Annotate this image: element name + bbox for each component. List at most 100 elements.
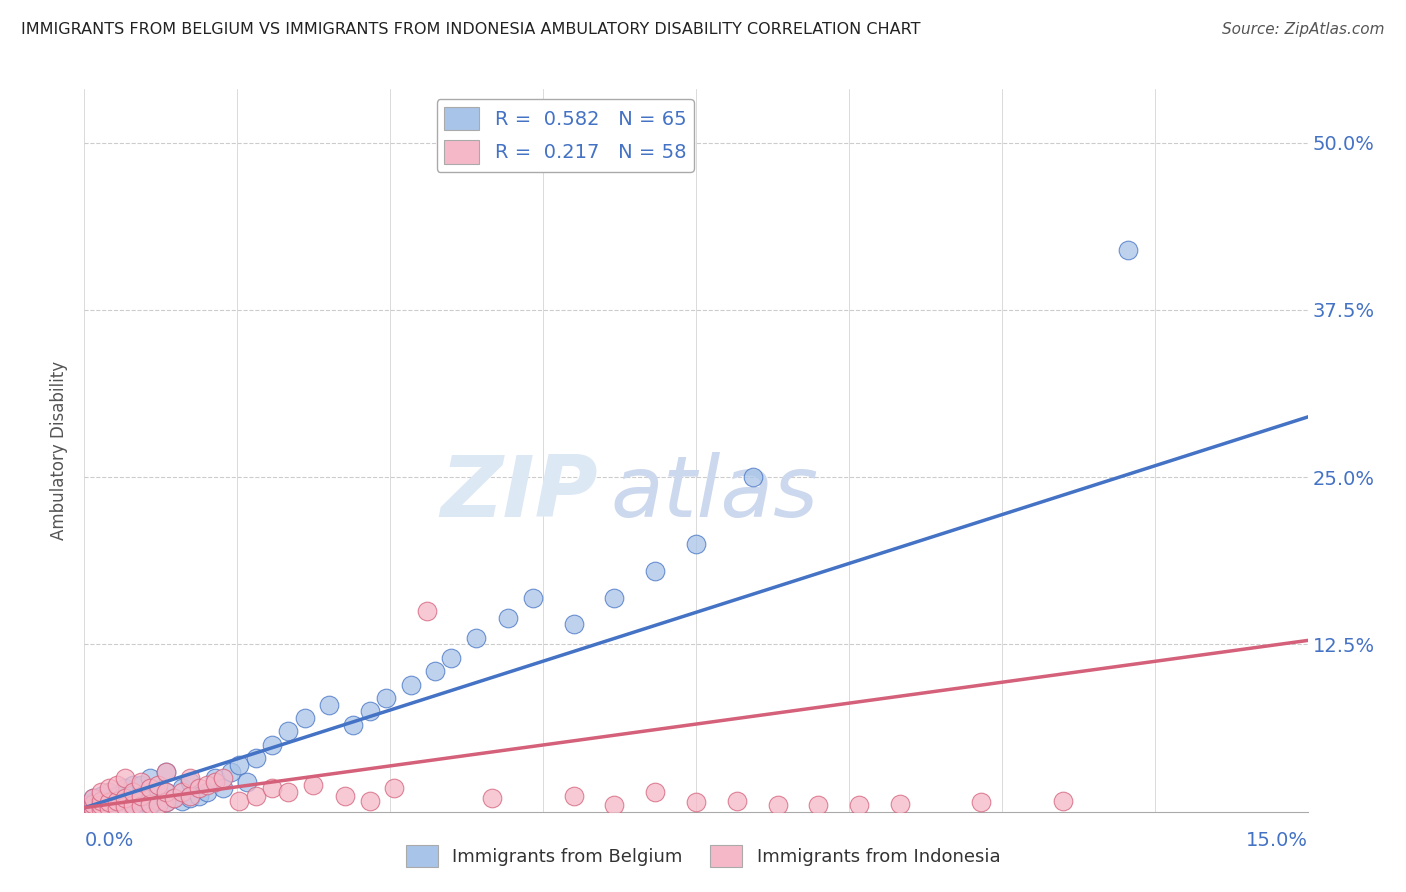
Point bbox=[603, 798, 626, 813]
Point bbox=[82, 804, 104, 818]
Point bbox=[97, 794, 120, 808]
Point bbox=[889, 797, 911, 811]
Point bbox=[114, 799, 136, 814]
Point bbox=[277, 785, 299, 799]
Point bbox=[105, 794, 128, 808]
Point bbox=[163, 791, 186, 805]
Point bbox=[155, 796, 177, 810]
Legend: Immigrants from Belgium, Immigrants from Indonesia: Immigrants from Belgium, Immigrants from… bbox=[398, 838, 1008, 874]
Point bbox=[105, 796, 128, 810]
Text: Source: ZipAtlas.com: Source: ZipAtlas.com bbox=[1222, 22, 1385, 37]
Point bbox=[138, 798, 160, 813]
Point bbox=[187, 789, 209, 803]
Point bbox=[187, 780, 209, 795]
Point bbox=[970, 796, 993, 810]
Point bbox=[138, 780, 160, 795]
Point bbox=[131, 778, 153, 792]
Point bbox=[138, 789, 160, 803]
Point bbox=[603, 591, 626, 605]
Point bbox=[131, 794, 153, 808]
Point bbox=[212, 780, 235, 795]
Point bbox=[90, 799, 112, 814]
Point bbox=[105, 801, 128, 815]
Point bbox=[522, 591, 544, 605]
Point bbox=[97, 802, 120, 816]
Point bbox=[114, 780, 136, 795]
Point bbox=[1116, 243, 1139, 257]
Point bbox=[114, 771, 136, 786]
Point bbox=[90, 802, 112, 816]
Point bbox=[195, 778, 218, 792]
Point bbox=[228, 794, 250, 808]
Point bbox=[90, 798, 112, 813]
Point bbox=[122, 798, 145, 813]
Point bbox=[82, 791, 104, 805]
Point bbox=[90, 794, 112, 808]
Point bbox=[212, 771, 235, 786]
Point bbox=[155, 764, 177, 779]
Point bbox=[114, 799, 136, 814]
Point bbox=[685, 796, 707, 810]
Point bbox=[114, 791, 136, 805]
Point bbox=[97, 785, 120, 799]
Point bbox=[375, 690, 398, 705]
Point bbox=[179, 789, 201, 803]
Text: atlas: atlas bbox=[610, 452, 818, 535]
Point bbox=[122, 778, 145, 792]
Point bbox=[179, 791, 201, 805]
Point bbox=[742, 470, 765, 484]
Point bbox=[399, 678, 422, 692]
Point bbox=[644, 785, 666, 799]
Point bbox=[146, 794, 169, 808]
Point bbox=[236, 775, 259, 789]
Point bbox=[90, 804, 112, 818]
Point bbox=[725, 794, 748, 808]
Point bbox=[146, 798, 169, 813]
Point bbox=[146, 785, 169, 799]
Point bbox=[481, 791, 503, 805]
Point bbox=[766, 798, 789, 813]
Point bbox=[644, 564, 666, 578]
Point bbox=[122, 791, 145, 805]
Point bbox=[359, 794, 381, 808]
Point bbox=[105, 801, 128, 815]
Point bbox=[82, 801, 104, 815]
Text: 15.0%: 15.0% bbox=[1246, 831, 1308, 850]
Point bbox=[105, 789, 128, 803]
Point bbox=[294, 711, 316, 725]
Point bbox=[82, 791, 104, 805]
Text: IMMIGRANTS FROM BELGIUM VS IMMIGRANTS FROM INDONESIA AMBULATORY DISABILITY CORRE: IMMIGRANTS FROM BELGIUM VS IMMIGRANTS FR… bbox=[21, 22, 921, 37]
Point bbox=[318, 698, 340, 712]
Point bbox=[260, 738, 283, 752]
Point bbox=[97, 801, 120, 815]
Point bbox=[685, 537, 707, 551]
Point bbox=[97, 796, 120, 810]
Point bbox=[155, 785, 177, 799]
Point bbox=[228, 758, 250, 772]
Point bbox=[146, 778, 169, 792]
Point bbox=[416, 604, 439, 618]
Point bbox=[848, 798, 870, 813]
Point bbox=[335, 789, 357, 803]
Point bbox=[219, 764, 242, 779]
Point bbox=[423, 664, 446, 679]
Point bbox=[82, 797, 104, 811]
Point bbox=[464, 631, 486, 645]
Point bbox=[97, 798, 120, 813]
Point bbox=[131, 799, 153, 814]
Point bbox=[82, 796, 104, 810]
Point bbox=[138, 797, 160, 811]
Point bbox=[260, 780, 283, 795]
Point bbox=[90, 796, 112, 810]
Point bbox=[138, 771, 160, 786]
Point bbox=[172, 794, 194, 808]
Point bbox=[301, 778, 323, 792]
Point bbox=[172, 780, 194, 795]
Point bbox=[155, 796, 177, 810]
Point bbox=[245, 751, 267, 765]
Point bbox=[807, 798, 830, 813]
Point bbox=[382, 780, 405, 795]
Point bbox=[131, 789, 153, 803]
Text: ZIP: ZIP bbox=[440, 452, 598, 535]
Point bbox=[562, 617, 585, 632]
